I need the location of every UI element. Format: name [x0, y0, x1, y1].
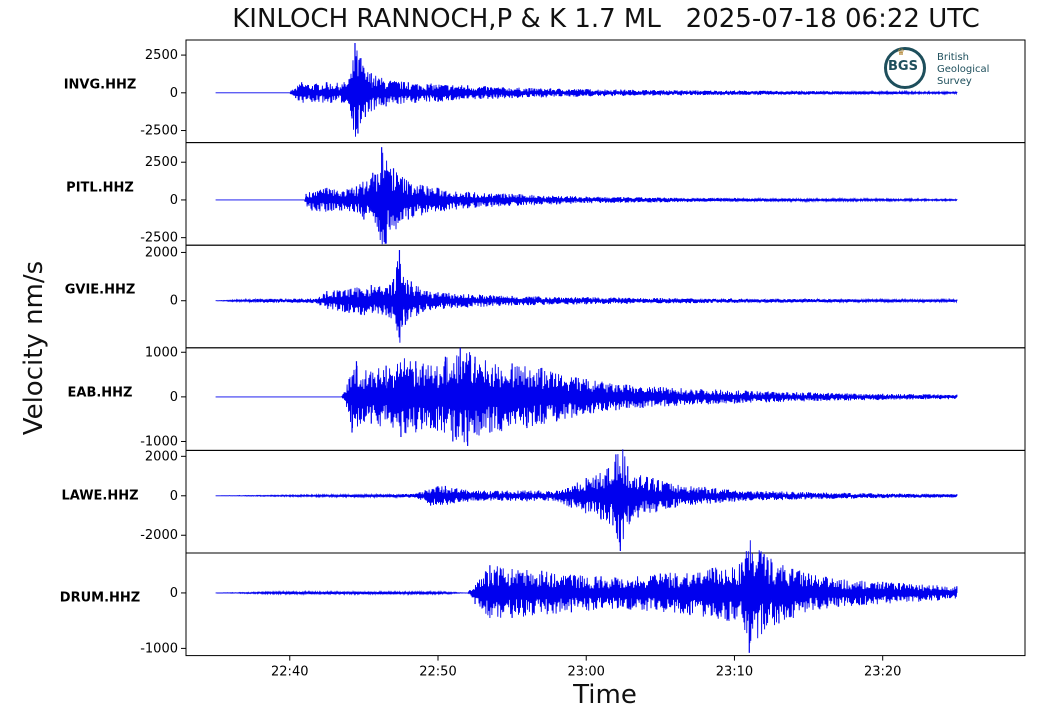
bgs-logo-line-2: Geological [937, 64, 990, 75]
waveform-trace [215, 352, 958, 443]
y-tick-label: 0 [170, 586, 178, 601]
x-tick-label: 23:00 [567, 665, 604, 680]
bgs-logo-mark: BGS [888, 59, 918, 74]
bgs-logo-line-1: British [937, 52, 969, 63]
bgs-logo: ♛ BGS British Geological Survey [882, 46, 1012, 96]
y-tick-label: -1000 [140, 434, 178, 449]
y-tick-label: 0 [170, 489, 178, 504]
panel-frame [185, 552, 1026, 657]
station-label: EAB.HHZ [67, 385, 133, 401]
y-axis-label: Velocity nm/s [19, 260, 49, 436]
y-tick-label: -2500 [140, 231, 178, 246]
y-tick-label: 0 [170, 390, 178, 405]
y-tick-label: 2000 [145, 245, 178, 260]
waveform-trace [215, 449, 958, 547]
bgs-logo-ring [884, 47, 926, 89]
x-tick-label: 23:10 [716, 665, 753, 680]
station-label: LAWE.HHZ [61, 488, 139, 504]
waveform-trace [215, 261, 958, 343]
y-tick-label: -2000 [140, 528, 178, 543]
x-tick-label: 22:50 [419, 665, 456, 680]
bgs-logo-text: British Geological Survey [937, 52, 989, 88]
x-tick-label: 22:40 [271, 665, 308, 680]
x-tick-label: 23:20 [864, 665, 901, 680]
station-label: GVIE.HHZ [64, 282, 136, 298]
y-tick-label: -2500 [140, 124, 178, 139]
y-tick-label: 0 [170, 193, 178, 208]
waveform-trace [215, 50, 958, 137]
y-tick-label: -1000 [140, 641, 178, 656]
bgs-crown-logo-icon: ♛ [897, 48, 906, 58]
x-axis-label: Time [573, 680, 637, 710]
chart-title: KINLOCH RANNOCH,P & K 1.7 ML 2025-07-18 … [232, 4, 980, 34]
y-tick-label: 1000 [145, 345, 178, 360]
waveform-trace [215, 540, 958, 644]
y-tick-label: 2500 [145, 155, 178, 170]
panel-frame [185, 244, 1026, 349]
y-tick-label: 2000 [145, 449, 178, 464]
station-label: DRUM.HHZ [59, 590, 141, 606]
station-label: PITL.HHZ [66, 180, 134, 196]
y-tick-label: 0 [170, 294, 178, 309]
panel-frame [185, 142, 1026, 246]
y-tick-label: 0 [170, 86, 178, 101]
station-label: INVG.HHZ [63, 77, 137, 93]
bgs-logo-line-3: Survey [937, 76, 972, 87]
y-tick-label: 2500 [145, 48, 178, 63]
